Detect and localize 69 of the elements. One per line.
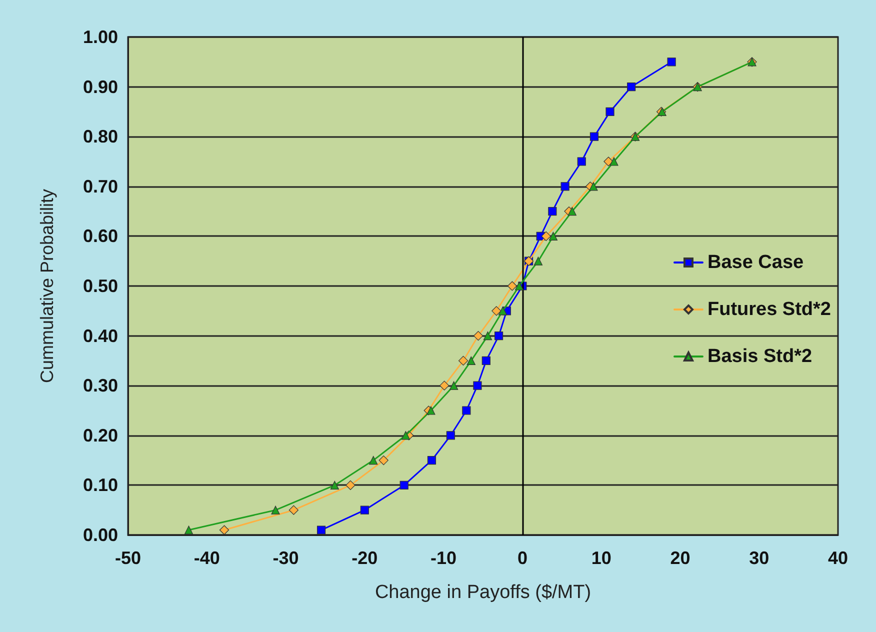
y-tick-label: 0.00 bbox=[82, 525, 118, 545]
point bbox=[330, 480, 339, 490]
point bbox=[548, 232, 558, 240]
point bbox=[446, 431, 455, 440]
point bbox=[271, 506, 280, 514]
point bbox=[316, 526, 326, 534]
point bbox=[400, 480, 408, 490]
x-axis-title: Change in Payoffs ($/MT) bbox=[374, 582, 592, 603]
x-tick-label: 20 bbox=[670, 548, 690, 568]
y-axis-title: Cummulative Probability bbox=[37, 188, 57, 384]
point bbox=[473, 381, 482, 390]
point bbox=[482, 356, 490, 365]
point bbox=[610, 157, 618, 166]
point bbox=[494, 332, 504, 340]
y-tick-label: 0.90 bbox=[82, 76, 118, 97]
x-tick-label: -50 bbox=[114, 548, 142, 568]
point bbox=[498, 306, 508, 316]
point bbox=[184, 526, 194, 534]
point bbox=[492, 306, 502, 316]
x-tick-label: 10 bbox=[591, 548, 612, 568]
point bbox=[462, 406, 471, 415]
point bbox=[577, 157, 586, 166]
legend-label: Futures Std*2 bbox=[707, 299, 832, 320]
point bbox=[426, 406, 436, 415]
x-tick-label: 30 bbox=[749, 548, 770, 568]
point bbox=[667, 58, 676, 66]
point bbox=[568, 207, 576, 216]
y-tick-label: 0.60 bbox=[82, 226, 118, 246]
point bbox=[288, 505, 298, 515]
point bbox=[219, 525, 230, 535]
y-tick-label: 0.40 bbox=[82, 326, 118, 346]
y-tick-label: 0.20 bbox=[82, 425, 118, 446]
point bbox=[401, 431, 410, 440]
point bbox=[440, 380, 450, 390]
point bbox=[548, 207, 557, 216]
x-tick-label: 40 bbox=[828, 548, 848, 568]
point bbox=[450, 381, 458, 390]
legend-label: Base Case bbox=[707, 252, 804, 273]
point bbox=[346, 480, 356, 490]
point bbox=[360, 506, 369, 514]
point bbox=[560, 182, 570, 191]
point bbox=[589, 182, 598, 191]
point bbox=[604, 156, 614, 166]
y-tick-label: 0.80 bbox=[82, 126, 118, 147]
y-tick-label: 1.00 bbox=[82, 27, 118, 47]
point bbox=[534, 256, 543, 266]
point bbox=[590, 132, 599, 141]
point bbox=[483, 332, 492, 340]
x-tick-label: -30 bbox=[272, 548, 299, 568]
point bbox=[514, 282, 524, 290]
point bbox=[466, 356, 476, 365]
point bbox=[507, 281, 517, 291]
point bbox=[541, 231, 551, 241]
point bbox=[473, 331, 484, 341]
x-tick-label: -20 bbox=[352, 548, 378, 568]
legend-label: Basis Std*2 bbox=[707, 346, 812, 367]
point bbox=[427, 456, 436, 465]
x-tick-label: 0 bbox=[517, 548, 528, 568]
point bbox=[627, 82, 636, 92]
y-tick-label: 0.10 bbox=[82, 475, 118, 496]
y-tick-label: 0.30 bbox=[82, 376, 118, 396]
point bbox=[458, 356, 468, 366]
x-tick-label: -10 bbox=[430, 548, 457, 568]
y-tick-label: 0.50 bbox=[82, 276, 118, 296]
y-tick-label: 0.70 bbox=[82, 176, 118, 196]
point bbox=[378, 456, 388, 466]
x-tick-label: -40 bbox=[194, 548, 220, 568]
point bbox=[369, 456, 378, 465]
point bbox=[606, 107, 614, 116]
